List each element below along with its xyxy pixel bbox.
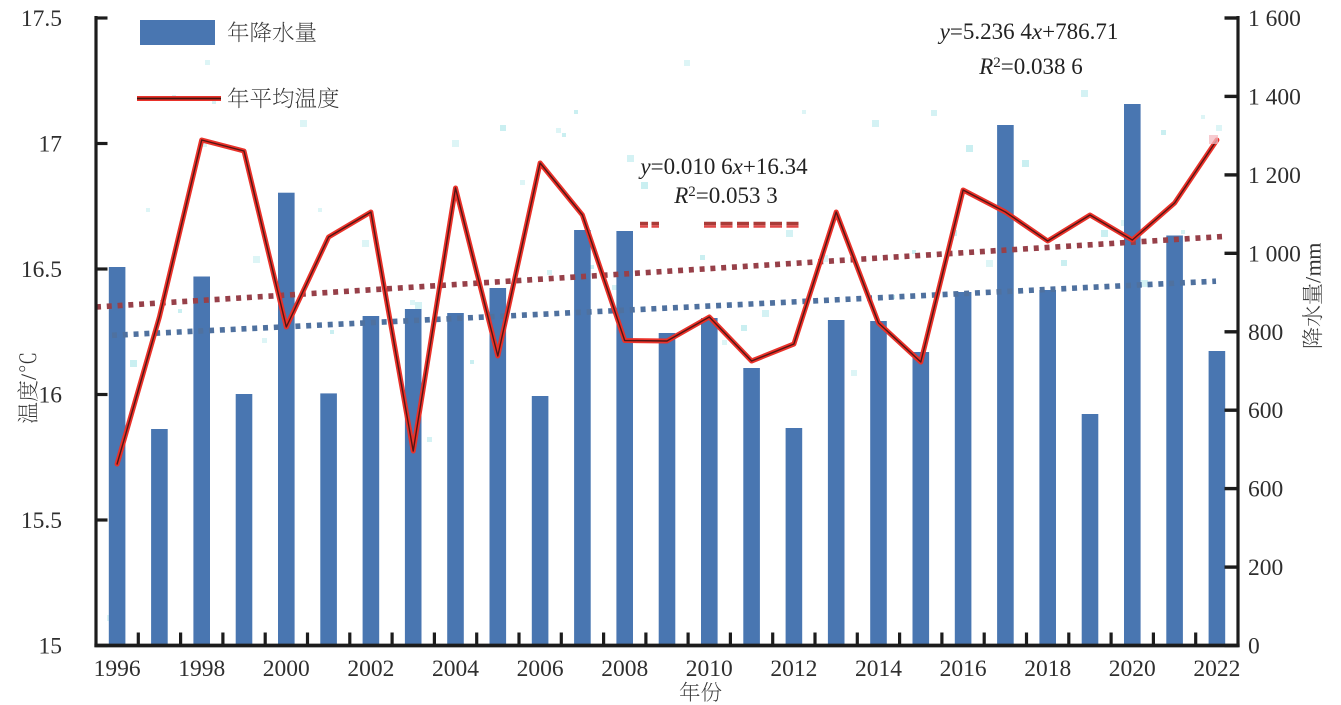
svg-text:600: 600 bbox=[1248, 477, 1283, 503]
svg-text:y=0.010 6x+16.34: y=0.010 6x+16.34 bbox=[638, 154, 808, 179]
svg-text:/: / bbox=[1301, 276, 1326, 283]
svg-text:R2=0.053 3: R2=0.053 3 bbox=[673, 183, 778, 208]
svg-text:17.5: 17.5 bbox=[21, 6, 62, 32]
svg-text:2006: 2006 bbox=[517, 656, 564, 682]
svg-text:2010: 2010 bbox=[686, 656, 733, 682]
svg-text:2004: 2004 bbox=[432, 656, 479, 682]
svg-text:17: 17 bbox=[39, 132, 63, 158]
svg-text:15.5: 15.5 bbox=[21, 508, 62, 534]
svg-text:2008: 2008 bbox=[601, 656, 648, 682]
svg-text:0: 0 bbox=[1248, 634, 1260, 660]
svg-text:2016: 2016 bbox=[940, 656, 987, 682]
svg-text:2000: 2000 bbox=[263, 656, 310, 682]
svg-text:1 000: 1 000 bbox=[1248, 241, 1301, 267]
svg-text:/: / bbox=[16, 373, 41, 380]
svg-text:2002: 2002 bbox=[347, 656, 394, 682]
svg-text:2020: 2020 bbox=[1109, 656, 1156, 682]
svg-text:2012: 2012 bbox=[770, 656, 817, 682]
svg-text:600: 600 bbox=[1248, 398, 1283, 424]
svg-text:1996: 1996 bbox=[94, 656, 141, 682]
svg-text:15: 15 bbox=[39, 634, 63, 660]
svg-text:16: 16 bbox=[39, 383, 63, 409]
svg-text:m: m bbox=[1301, 243, 1326, 260]
svg-text:2014: 2014 bbox=[855, 656, 902, 682]
svg-text:m: m bbox=[1301, 259, 1326, 276]
svg-text:16.5: 16.5 bbox=[21, 257, 62, 283]
svg-text:1 600: 1 600 bbox=[1248, 6, 1301, 32]
svg-text:200: 200 bbox=[1248, 555, 1283, 581]
svg-text:2018: 2018 bbox=[1024, 656, 1071, 682]
svg-text:1 400: 1 400 bbox=[1248, 84, 1301, 110]
svg-text:1 200: 1 200 bbox=[1248, 163, 1301, 189]
svg-text:800: 800 bbox=[1248, 320, 1283, 346]
svg-text:R2=0.038 6: R2=0.038 6 bbox=[978, 54, 1083, 79]
svg-text:y=5.236 4x+786.71: y=5.236 4x+786.71 bbox=[938, 19, 1119, 44]
svg-text:1998: 1998 bbox=[178, 656, 225, 682]
svg-text:2022: 2022 bbox=[1193, 656, 1240, 682]
